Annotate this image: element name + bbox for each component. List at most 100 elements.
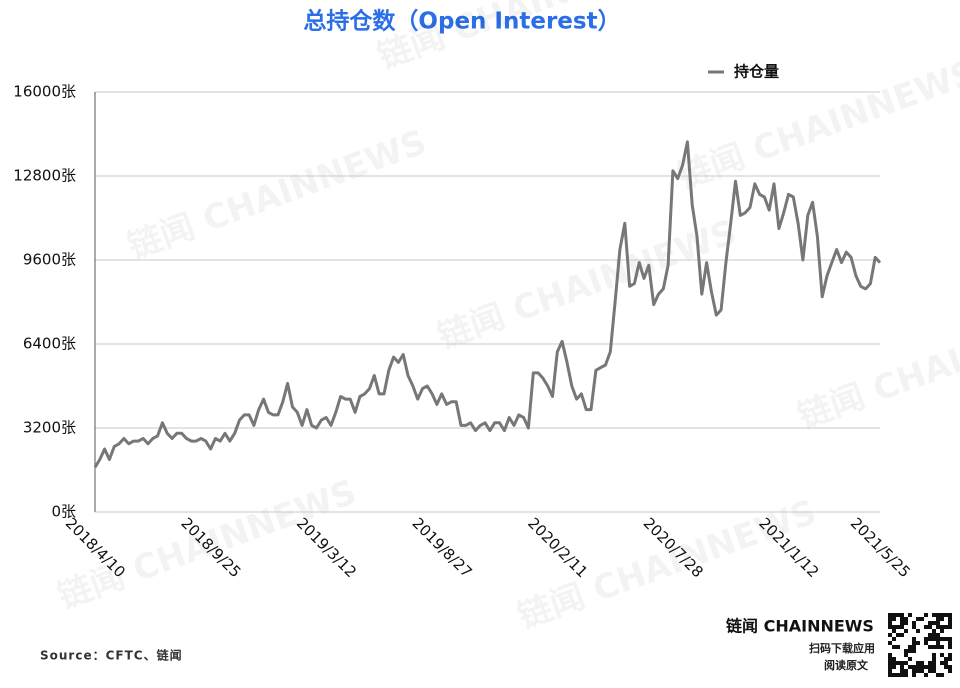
qr-cell	[940, 645, 944, 649]
qr-cell	[928, 637, 932, 641]
qr-cell	[924, 673, 928, 677]
y-tick-label: 0张	[51, 503, 76, 521]
qr-cell	[908, 665, 912, 669]
qr-cell	[936, 617, 940, 621]
brand-logo: 链闻 CHAINNEWS	[726, 617, 874, 636]
qr-cell	[888, 613, 892, 617]
qr-cell	[940, 653, 944, 657]
qr-cell	[940, 613, 944, 617]
qr-cell	[916, 665, 920, 669]
qr-cell	[936, 633, 940, 637]
qr-cell	[928, 669, 932, 673]
qr-cell	[904, 653, 908, 657]
qr-cell	[944, 665, 948, 669]
qr-cell	[924, 665, 928, 669]
watermark: 链闻 CHAINNEWS	[123, 122, 432, 267]
qr-cell	[944, 637, 948, 641]
qr-cell	[912, 669, 916, 673]
qr-cell	[888, 633, 892, 637]
qr-cell	[936, 613, 940, 617]
qr-cell	[940, 629, 944, 633]
qr-cell	[936, 641, 940, 645]
qr-cell	[900, 665, 904, 669]
qr-cell	[912, 625, 916, 629]
qr-cell	[916, 629, 920, 633]
qr-cell	[924, 637, 928, 641]
qr-cell	[912, 649, 916, 653]
legend-label: 持仓量	[734, 63, 779, 81]
qr-cell	[896, 625, 900, 629]
qr-cell	[944, 661, 948, 665]
qr-cell	[912, 665, 916, 669]
qr-cell	[888, 641, 892, 645]
y-tick-label: 9600张	[23, 251, 76, 269]
qr-cell	[920, 669, 924, 673]
y-tick-label: 3200张	[23, 419, 76, 437]
x-tick-label: 2019/3/12	[293, 514, 360, 581]
qr-cell	[948, 665, 952, 669]
qr-cell	[940, 625, 944, 629]
qr-cell	[892, 657, 896, 661]
qr-cell	[932, 613, 936, 617]
qr-cell	[928, 661, 932, 665]
qr-cell	[912, 637, 916, 641]
brand-line: 扫码下载应用	[809, 641, 875, 655]
qr-cell	[940, 617, 944, 621]
qr-cell	[896, 673, 900, 677]
qr-cell	[904, 649, 908, 653]
qr-cell	[888, 657, 892, 661]
qr-cell	[900, 621, 904, 625]
qr-cell	[912, 673, 916, 677]
qr-cell	[948, 613, 952, 617]
qr-cell	[892, 617, 896, 621]
qr-cell	[892, 661, 896, 665]
qr-cell	[928, 621, 932, 625]
qr-cell	[892, 673, 896, 677]
qr-cell	[932, 629, 936, 633]
qr-cell	[948, 625, 952, 629]
qr-cell	[924, 625, 928, 629]
qr-cell	[892, 625, 896, 629]
qr-cell	[932, 645, 936, 649]
qr-cell	[896, 645, 900, 649]
qr-cell	[892, 629, 896, 633]
qr-cell	[948, 645, 952, 649]
qr-cell	[900, 613, 904, 617]
qr-cell	[936, 673, 940, 677]
qr-cell	[900, 625, 904, 629]
qr-cell	[904, 629, 908, 633]
qr-cell	[892, 665, 896, 669]
qr-cell	[900, 669, 904, 673]
qr-cell	[936, 637, 940, 641]
qr-cell	[936, 625, 940, 629]
qr-cell	[904, 673, 908, 677]
qr-cell	[888, 661, 892, 665]
qr-cell	[896, 633, 900, 637]
qr-cell	[936, 645, 940, 649]
qr-cell	[920, 665, 924, 669]
chart-title: 总持仓数（Open Interest）	[303, 8, 620, 35]
qr-cell	[900, 633, 904, 637]
qr-cell	[908, 657, 912, 661]
qr-cell	[948, 621, 952, 625]
qr-cell	[920, 617, 924, 621]
qr-cell	[912, 641, 916, 645]
qr-cell	[948, 657, 952, 661]
qr-cell	[944, 625, 948, 629]
qr-cell	[888, 621, 892, 625]
qr-cell	[940, 661, 944, 665]
qr-cell	[920, 661, 924, 665]
y-tick-label: 6400张	[23, 335, 76, 353]
qr-cell	[912, 645, 916, 649]
qr-cell	[916, 617, 920, 621]
qr-cell	[932, 637, 936, 641]
qr-cell	[896, 661, 900, 665]
qr-cell	[888, 665, 892, 669]
source: Source：CFTC、链闻	[40, 648, 183, 663]
qr-cell	[900, 661, 904, 665]
qr-cell	[888, 673, 892, 677]
qr-cell	[924, 641, 928, 645]
qr-cell	[928, 633, 932, 637]
qr-code	[888, 613, 952, 677]
qr-cell	[948, 669, 952, 673]
